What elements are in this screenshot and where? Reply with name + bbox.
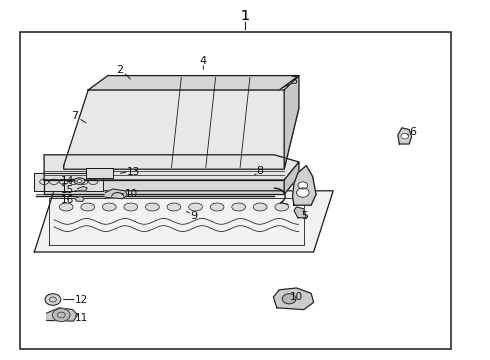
Text: 4: 4 — [200, 56, 207, 66]
Circle shape — [296, 188, 309, 197]
Polygon shape — [47, 308, 77, 321]
Text: 15: 15 — [61, 185, 74, 195]
Circle shape — [298, 182, 308, 189]
Polygon shape — [273, 288, 314, 310]
FancyBboxPatch shape — [86, 168, 113, 178]
Circle shape — [52, 309, 70, 321]
Text: 14: 14 — [61, 176, 74, 186]
Ellipse shape — [189, 203, 202, 211]
Text: 12: 12 — [75, 294, 89, 305]
Ellipse shape — [74, 178, 85, 184]
Text: 9: 9 — [190, 211, 197, 221]
Text: 1: 1 — [241, 9, 249, 23]
Polygon shape — [44, 180, 284, 194]
Polygon shape — [34, 191, 333, 252]
Text: 10: 10 — [290, 292, 303, 302]
Ellipse shape — [124, 203, 138, 211]
Ellipse shape — [102, 203, 116, 211]
Ellipse shape — [210, 203, 224, 211]
Text: 1: 1 — [241, 9, 249, 23]
Text: 6: 6 — [409, 127, 416, 138]
Polygon shape — [284, 76, 299, 169]
Ellipse shape — [167, 203, 181, 211]
Text: 10: 10 — [125, 189, 138, 199]
Ellipse shape — [59, 203, 73, 211]
Polygon shape — [77, 186, 87, 191]
Circle shape — [282, 294, 296, 304]
Polygon shape — [76, 196, 84, 202]
Polygon shape — [284, 162, 299, 194]
Text: 13: 13 — [126, 167, 140, 177]
Circle shape — [45, 294, 61, 305]
Polygon shape — [88, 76, 299, 90]
Ellipse shape — [253, 203, 267, 211]
Polygon shape — [398, 128, 412, 144]
Polygon shape — [293, 166, 316, 205]
Polygon shape — [294, 207, 306, 218]
Text: 7: 7 — [71, 111, 78, 121]
Polygon shape — [105, 189, 127, 199]
Text: 11: 11 — [75, 312, 89, 323]
Ellipse shape — [146, 203, 159, 211]
Ellipse shape — [81, 203, 95, 211]
Polygon shape — [64, 90, 299, 169]
Polygon shape — [44, 155, 299, 180]
Text: 16: 16 — [61, 195, 74, 205]
Ellipse shape — [77, 180, 82, 183]
Text: 2: 2 — [117, 65, 123, 75]
Text: 3: 3 — [291, 76, 297, 86]
Text: 8: 8 — [256, 166, 263, 176]
Bar — [20, 32, 451, 349]
Circle shape — [401, 133, 409, 139]
Ellipse shape — [232, 203, 245, 211]
Ellipse shape — [275, 203, 289, 211]
Polygon shape — [34, 173, 103, 191]
Text: 5: 5 — [301, 211, 308, 221]
